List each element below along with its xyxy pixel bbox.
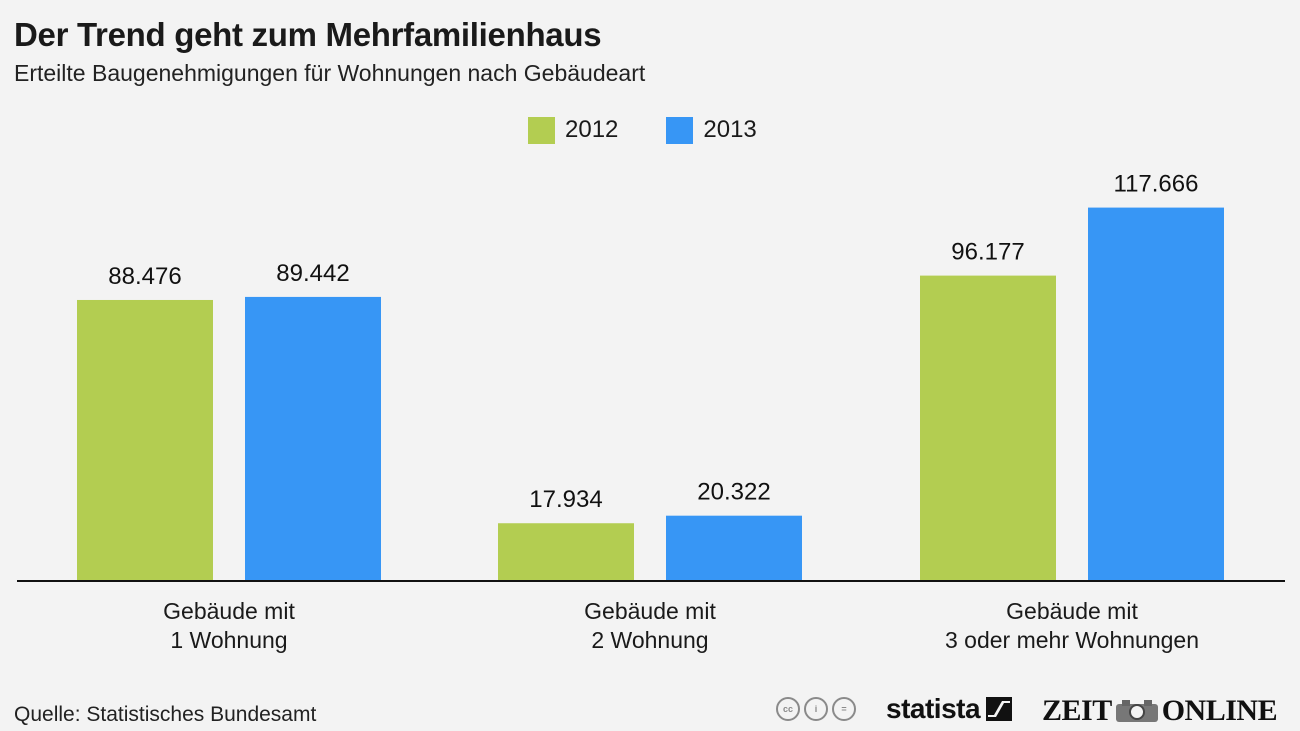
data-label-2012-cat3: 96.177 — [951, 239, 1024, 266]
zeit-wordmark-right: ONLINE — [1161, 694, 1278, 727]
category-label-3-line1: Gebäude mit — [1006, 598, 1138, 624]
legend-label-2013: 2013 — [703, 116, 757, 143]
category-label-1-line2: 1 Wohnung — [170, 627, 287, 653]
by-icon: i — [804, 697, 828, 721]
category-label-2-line1: Gebäude mit — [584, 598, 716, 624]
legend: 2012 2013 — [528, 116, 805, 144]
chart-subtitle: Erteilte Baugenehmigungen für Wohnungen … — [14, 60, 646, 86]
category-label-2-line2: 2 Wohnung — [591, 627, 708, 653]
nd-icon: = — [832, 697, 856, 721]
source-note: Quelle: Statistisches Bundesamt — [14, 703, 317, 726]
zeit-online-logo: ZEIT ONLINE — [1042, 694, 1278, 728]
legend-item-2013: 2013 — [666, 116, 757, 144]
statista-logo: statista — [886, 693, 1013, 725]
legend-label-2012: 2012 — [565, 116, 619, 143]
statista-wordmark: statista — [886, 693, 981, 724]
data-label-2013-cat2: 20.322 — [697, 479, 770, 506]
data-label-2012-cat2: 17.934 — [529, 486, 602, 513]
bar-2013-cat1 — [245, 296, 381, 580]
chart-title: Der Trend geht zum Mehrfamilienhaus — [14, 16, 602, 53]
bar-2013-cat2 — [666, 515, 802, 580]
data-label-2013-cat3: 117.666 — [1114, 171, 1199, 198]
bar-2013-cat3 — [1088, 207, 1224, 581]
legend-swatch-2012 — [528, 116, 555, 144]
statista-mark-icon — [986, 697, 1013, 721]
legend-item-2012: 2012 — [528, 116, 618, 144]
zeit-emblem-icon — [1115, 700, 1158, 722]
cc-icon: cc — [776, 697, 800, 721]
data-label-2013-cat1: 89.442 — [276, 260, 349, 287]
category-label-3-line2: 3 oder mehr Wohnungen — [945, 627, 1199, 653]
category-label-1-line1: Gebäude mit — [163, 598, 295, 624]
bar-chart: 88.476 89.442 Gebäude mit 1 Wohnung 17.934 20… — [17, 171, 1285, 653]
bar-2012-cat2 — [498, 523, 634, 580]
license-icons: cc i = — [776, 697, 856, 721]
bar-2012-cat1 — [77, 299, 213, 580]
bar-2012-cat3 — [920, 275, 1056, 580]
data-label-2012-cat1: 88.476 — [108, 263, 181, 290]
legend-swatch-2013 — [666, 116, 694, 144]
zeit-wordmark-left: ZEIT — [1042, 694, 1112, 727]
